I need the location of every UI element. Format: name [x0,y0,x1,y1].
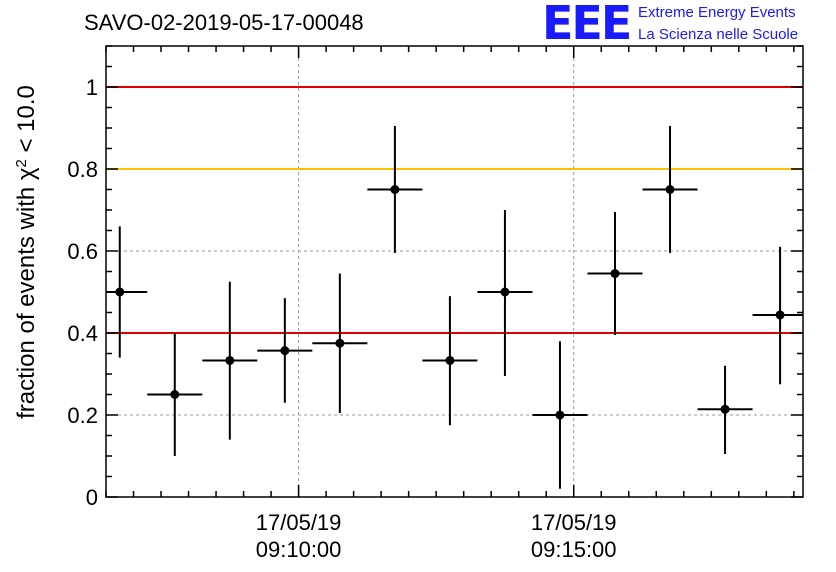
axes [105,45,804,498]
x-tick-date-label: 17/05/19 [531,510,617,535]
y-tick-label: 0.8 [67,157,98,182]
data-point-group [106,226,148,358]
x-tick-date-label: 17/05/19 [256,510,342,535]
data-point-group [532,341,588,489]
data-point-group [422,296,478,426]
data-point [280,346,290,356]
grid-lines [106,46,803,497]
data-point-group [312,273,368,413]
y-axis-label-suffix: < 10.0 [13,85,40,159]
logo-text-line2: La Scienza nelle Scuole [638,26,799,43]
data-point [555,410,565,420]
y-axis-label-prefix: fraction of events with [13,180,40,419]
data-point [335,338,345,348]
data-point-group [147,333,203,456]
data-point [115,287,125,297]
plot-frame [105,45,804,498]
data-point [445,355,455,365]
x-tick-time-label: 09:15:00 [531,537,617,562]
eee-logo-mark: EEE [542,0,632,50]
logo-text-line1: Extreme Energy Events [638,4,796,21]
data-point-group [697,365,753,454]
data-point-group [477,210,533,377]
data-point-group [202,281,258,440]
data-point-group [642,125,698,254]
data-point [775,310,785,320]
x-tick-time-label: 09:10:00 [256,537,342,562]
data-point [720,404,730,414]
y-axis-label-exponent: 2 [13,159,30,167]
y-axis-label-symbol: χ [13,167,40,180]
eee-logo: EEE Extreme Energy Events La Scienza nel… [542,0,832,50]
data-point-group [587,212,643,336]
data-point-group [257,298,313,403]
y-tick-label: 0.6 [67,239,98,264]
chart-title: SAVO-02-2019-05-17-00048 [84,10,364,35]
data-points [106,125,803,489]
data-point [170,390,180,399]
data-point-group [752,246,803,385]
data-point [610,269,620,279]
y-axis-label: fraction of events with χ2 < 10.0 [13,85,41,419]
reference-lines [106,86,803,334]
y-tick-label: 0 [86,485,98,510]
axis-labels: fraction of events with χ2 < 10.0 0 0.2 0.… [13,75,617,562]
y-tick-label: 0.2 [67,403,98,428]
data-point [390,185,400,194]
y-tick-label: 0.4 [67,321,98,346]
data-point [225,355,235,365]
data-point [500,287,510,297]
y-tick-label: 1 [86,75,98,100]
data-point [665,185,675,194]
data-point-group [367,125,423,254]
